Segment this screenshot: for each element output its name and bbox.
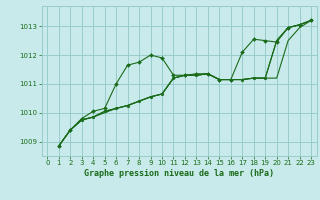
X-axis label: Graphe pression niveau de la mer (hPa): Graphe pression niveau de la mer (hPa) bbox=[84, 169, 274, 178]
